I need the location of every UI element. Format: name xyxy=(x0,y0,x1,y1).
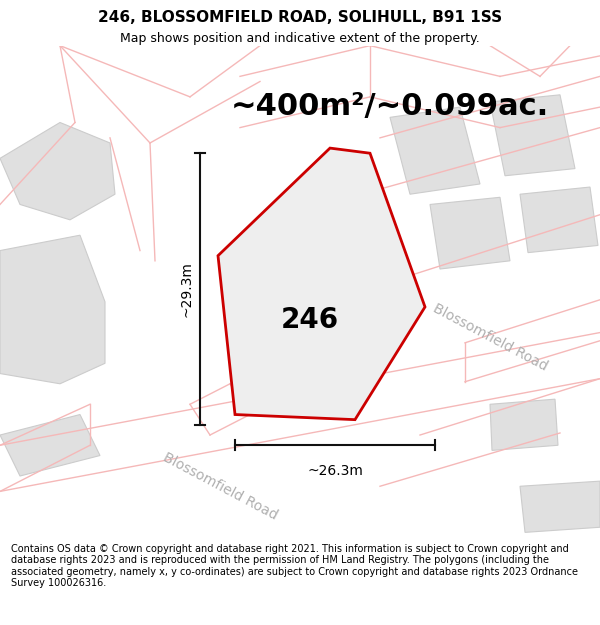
Polygon shape xyxy=(0,235,105,384)
Text: Blossomfield Road: Blossomfield Road xyxy=(430,301,550,374)
Polygon shape xyxy=(490,95,575,176)
Polygon shape xyxy=(520,481,600,532)
Polygon shape xyxy=(0,414,100,476)
Polygon shape xyxy=(0,122,115,220)
Polygon shape xyxy=(430,198,510,269)
Text: 246, BLOSSOMFIELD ROAD, SOLIHULL, B91 1SS: 246, BLOSSOMFIELD ROAD, SOLIHULL, B91 1S… xyxy=(98,10,502,25)
Polygon shape xyxy=(490,399,558,451)
Polygon shape xyxy=(390,107,480,194)
Text: Blossomfield Road: Blossomfield Road xyxy=(160,450,280,522)
Text: Contains OS data © Crown copyright and database right 2021. This information is : Contains OS data © Crown copyright and d… xyxy=(11,544,578,588)
Polygon shape xyxy=(520,187,598,253)
Polygon shape xyxy=(218,148,425,419)
Text: Map shows position and indicative extent of the property.: Map shows position and indicative extent… xyxy=(120,32,480,45)
Text: ~29.3m: ~29.3m xyxy=(179,261,193,317)
Text: ~26.3m: ~26.3m xyxy=(307,464,363,478)
Text: 246: 246 xyxy=(281,306,339,334)
Text: ~400m²/~0.099ac.: ~400m²/~0.099ac. xyxy=(231,92,549,121)
